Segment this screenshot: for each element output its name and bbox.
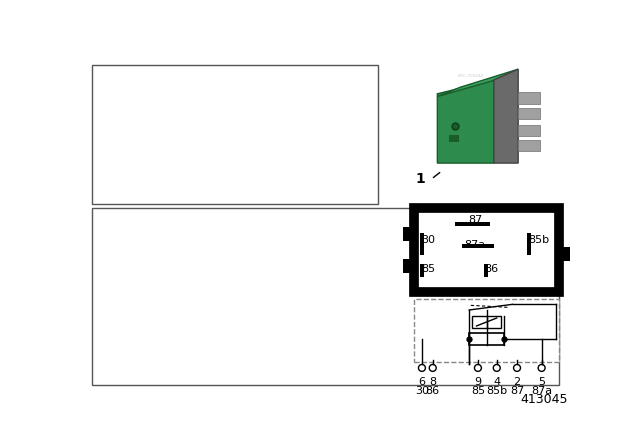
- Text: 85b: 85b: [528, 235, 549, 245]
- Text: 6: 6: [419, 377, 426, 387]
- Bar: [559, 247, 570, 261]
- Circle shape: [538, 365, 545, 371]
- Text: 413045: 413045: [521, 392, 568, 405]
- Text: 85: 85: [471, 386, 485, 396]
- Bar: [449, 135, 459, 142]
- Circle shape: [513, 365, 520, 371]
- Circle shape: [474, 365, 481, 371]
- Text: 5: 5: [538, 377, 545, 387]
- Bar: [403, 227, 414, 241]
- Bar: [414, 208, 559, 293]
- Text: 87: 87: [510, 386, 524, 396]
- Circle shape: [493, 365, 500, 371]
- Text: 86: 86: [484, 263, 499, 274]
- Text: 87a: 87a: [531, 386, 552, 396]
- Text: 30: 30: [421, 235, 435, 245]
- Text: 8: 8: [429, 377, 436, 387]
- Circle shape: [429, 365, 436, 371]
- Text: 4: 4: [493, 377, 500, 387]
- Bar: [420, 233, 424, 255]
- Text: 87: 87: [468, 215, 482, 225]
- Bar: [518, 92, 540, 104]
- Text: 9: 9: [474, 377, 481, 387]
- Polygon shape: [437, 69, 518, 97]
- Polygon shape: [494, 69, 518, 163]
- Text: 30: 30: [415, 386, 429, 396]
- Bar: [527, 233, 531, 255]
- Text: 85: 85: [421, 263, 435, 274]
- Bar: [414, 299, 559, 362]
- Bar: [92, 65, 378, 204]
- Text: 87a: 87a: [465, 240, 486, 250]
- Polygon shape: [437, 80, 494, 163]
- Text: BOC-700494: BOC-700494: [458, 74, 483, 78]
- Bar: [455, 222, 490, 226]
- Bar: [518, 108, 540, 119]
- Bar: [484, 263, 488, 277]
- Bar: [518, 140, 540, 151]
- Text: 85b: 85b: [486, 386, 508, 396]
- Bar: [403, 259, 414, 273]
- Bar: [472, 316, 501, 327]
- Bar: [462, 244, 494, 248]
- Text: 1: 1: [415, 172, 425, 186]
- Text: 86: 86: [426, 386, 440, 396]
- Bar: [469, 333, 504, 345]
- Bar: [92, 208, 559, 385]
- Text: 2: 2: [513, 377, 520, 387]
- Bar: [420, 263, 424, 277]
- Bar: [518, 125, 540, 136]
- Circle shape: [419, 365, 426, 371]
